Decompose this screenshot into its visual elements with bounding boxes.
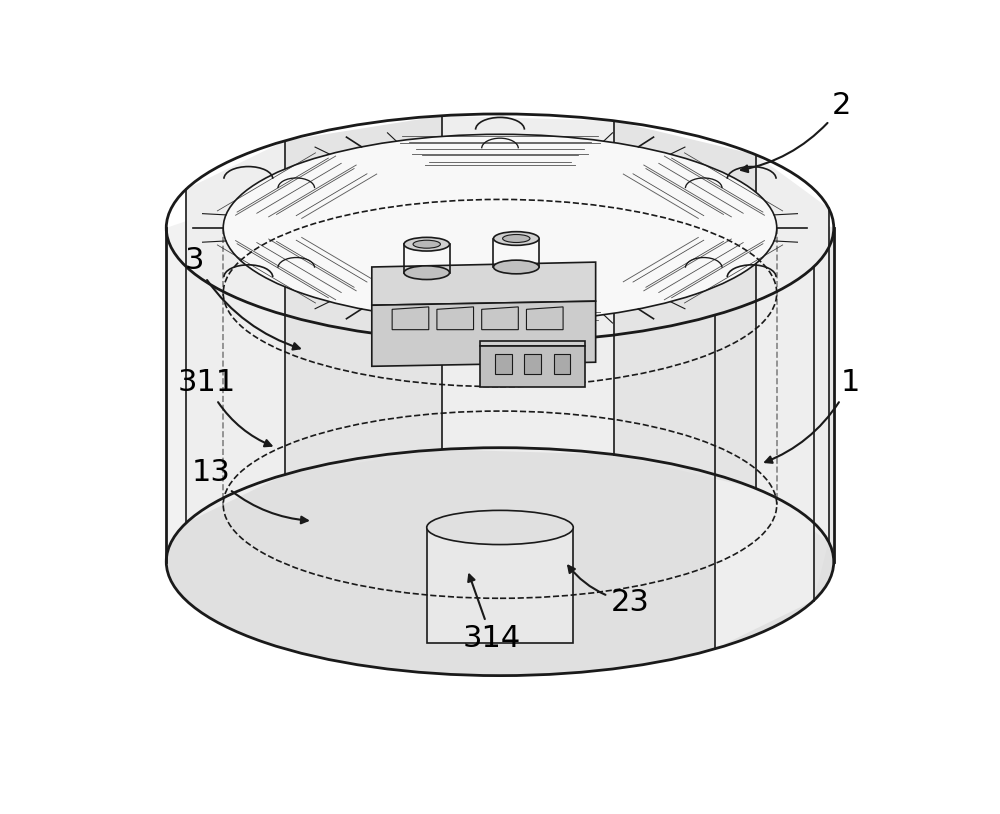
Polygon shape bbox=[480, 346, 585, 387]
Text: 13: 13 bbox=[192, 457, 308, 523]
Polygon shape bbox=[614, 120, 756, 488]
Ellipse shape bbox=[493, 260, 539, 274]
Polygon shape bbox=[285, 116, 442, 475]
Polygon shape bbox=[500, 114, 834, 562]
Polygon shape bbox=[427, 527, 573, 643]
Polygon shape bbox=[526, 307, 563, 330]
Ellipse shape bbox=[413, 240, 440, 248]
Ellipse shape bbox=[493, 232, 539, 245]
Polygon shape bbox=[495, 354, 512, 374]
Ellipse shape bbox=[404, 238, 450, 251]
Polygon shape bbox=[372, 262, 596, 305]
Polygon shape bbox=[437, 307, 474, 330]
Ellipse shape bbox=[166, 448, 834, 676]
Text: 23: 23 bbox=[568, 566, 650, 617]
Polygon shape bbox=[442, 116, 614, 454]
Polygon shape bbox=[715, 267, 814, 649]
Text: 311: 311 bbox=[178, 368, 271, 446]
Ellipse shape bbox=[404, 266, 450, 279]
Ellipse shape bbox=[223, 134, 777, 322]
Polygon shape bbox=[166, 114, 500, 562]
Polygon shape bbox=[480, 341, 585, 346]
Text: 1: 1 bbox=[765, 368, 860, 463]
Polygon shape bbox=[524, 354, 541, 374]
Polygon shape bbox=[554, 354, 570, 374]
Polygon shape bbox=[482, 307, 518, 330]
Ellipse shape bbox=[427, 510, 573, 545]
Polygon shape bbox=[392, 307, 429, 330]
Text: 3: 3 bbox=[185, 246, 300, 349]
Ellipse shape bbox=[503, 234, 530, 243]
Polygon shape bbox=[186, 141, 285, 523]
Polygon shape bbox=[814, 208, 829, 601]
Polygon shape bbox=[756, 155, 829, 542]
Text: 314: 314 bbox=[463, 575, 521, 654]
Polygon shape bbox=[372, 301, 596, 366]
Text: 2: 2 bbox=[741, 91, 852, 172]
